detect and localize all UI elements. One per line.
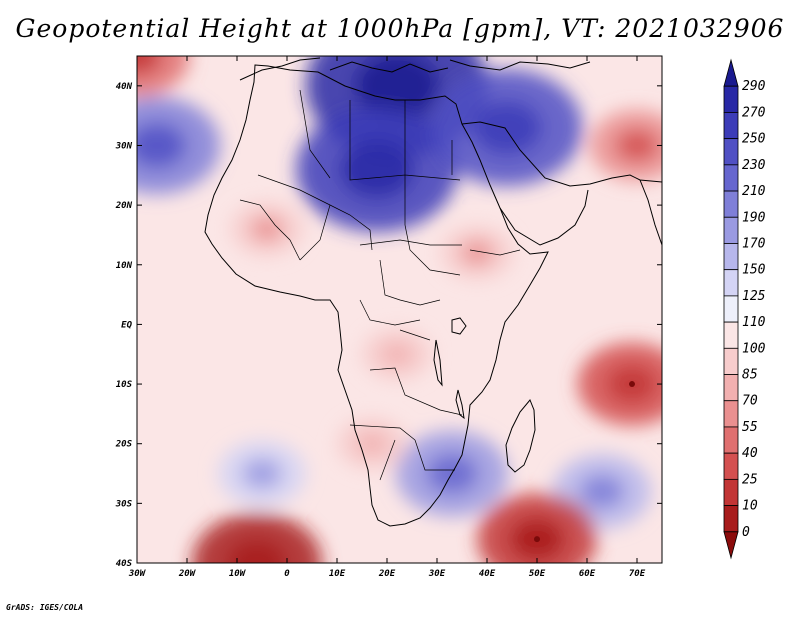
colorbar-label-85: 85	[742, 368, 758, 383]
low-southwest-of-cape	[192, 513, 322, 563]
colorbar-label-290: 290	[742, 79, 766, 94]
colorbar-swatch	[723, 426, 739, 454]
low-over-central-africa-core	[381, 342, 413, 367]
high-over-southwest-indian-ocean-core	[579, 474, 625, 509]
colorbar-label-70: 70	[742, 394, 758, 409]
low-southwest-of-cape-core	[227, 540, 287, 563]
grads-credit: GrADS: IGES/COLA	[6, 603, 84, 612]
lon-label-20E: 20E	[378, 569, 396, 579]
low-southeast-of-madagascar-eye	[534, 536, 540, 543]
colorbar-swatch	[723, 321, 739, 349]
colorbar-label-0: 0	[742, 525, 750, 540]
lon-label-10W: 10W	[229, 569, 247, 579]
colorbar-label-110: 110	[742, 315, 766, 330]
lon-label-0: 0	[284, 569, 290, 579]
lat-label-40S: 40S	[116, 559, 133, 569]
lat-label-10S: 10S	[116, 380, 133, 390]
lon-label-30E: 30E	[428, 569, 446, 579]
lon-label-30W: 30W	[128, 569, 147, 579]
colorbar-label-40: 40	[742, 446, 758, 461]
lat-label-30S: 30S	[115, 499, 133, 509]
country-borders	[239, 89, 521, 481]
europe-coastline	[239, 57, 591, 81]
colorbar-label-210: 210	[742, 184, 766, 199]
high-over-north-atlantic-core	[137, 123, 186, 168]
low-over-pakistan-core	[615, 129, 659, 162]
low-northwest-atlantic-corner-core	[137, 56, 161, 75]
lake-tanganyika	[433, 339, 443, 387]
madagascar-coastline	[505, 399, 536, 473]
lat-label-30N: 30N	[115, 141, 133, 151]
colorbar-label-190: 190	[742, 210, 766, 225]
colorbar-label-25: 25	[742, 472, 758, 487]
map-title: Geopotential Height at 1000hPa [gpm], VT…	[15, 14, 785, 43]
plot-area	[137, 56, 662, 563]
border-lines	[239, 89, 521, 481]
colorbar-swatch	[723, 505, 739, 533]
colorbar-label-125: 125	[742, 289, 766, 304]
colorbar-label-55: 55	[742, 420, 758, 435]
lon-label-60E: 60E	[579, 569, 596, 579]
colorbar-label-100: 100	[742, 341, 766, 356]
lat-label-40N: 40N	[116, 82, 133, 92]
lon-label-10E: 10E	[329, 569, 346, 579]
colorbar-swatch	[723, 243, 739, 271]
map-axes: 30W 20W 10W 0 10E 20E 30E 40E 50E 60E 70E 40N 30N 20N…	[115, 56, 662, 579]
india-coastline	[639, 179, 662, 246]
colorbar-swatch	[723, 112, 739, 140]
colorbar-swatch	[723, 216, 739, 244]
low-over-sahel-core	[250, 216, 284, 242]
colorbar-label-270: 270	[742, 105, 766, 120]
colorbar-swatch	[723, 269, 739, 297]
colorbar-label-230: 230	[742, 158, 766, 173]
colorbar-label-10: 10	[742, 499, 758, 514]
lon-label-50E: 50E	[529, 569, 546, 579]
lon-label-70E: 70E	[629, 569, 646, 579]
colorbar-bottom-arrow	[723, 531, 739, 560]
coastlines	[204, 57, 662, 527]
colorbar-swatch	[723, 347, 739, 375]
arabia-coastline	[461, 121, 662, 246]
colorbar-swatch	[723, 85, 739, 113]
lat-label-20S: 20S	[115, 440, 133, 450]
lat-label-10N: 10N	[116, 261, 133, 271]
africa-coastline	[204, 64, 549, 527]
colorbar: 2902702502302101901701501251101008570554…	[723, 58, 766, 560]
high-over-north-africa-mediterranean-core	[355, 56, 439, 118]
colorbar-label-170: 170	[742, 236, 766, 251]
lon-label-20W: 20W	[178, 569, 197, 579]
low-indian-ocean-cyclone-eye	[629, 381, 635, 388]
high-over-libya-egypt-core	[340, 141, 414, 198]
high-over-south-atlantic-core	[242, 458, 282, 489]
colorbar-swatch	[723, 478, 739, 506]
colorbar-swatch	[723, 295, 739, 323]
low-over-angola-namibia-core	[356, 431, 388, 456]
colorbar-swatch	[723, 164, 739, 192]
colorbar-swatch	[723, 400, 739, 428]
lon-label-40E: 40E	[479, 569, 496, 579]
lake-victoria	[451, 317, 467, 335]
plot-frame	[136, 55, 663, 564]
high-over-arabia-core	[473, 101, 541, 154]
lat-label-EQ: EQ	[121, 320, 132, 330]
colorbar-swatch	[723, 452, 739, 480]
colorbar-label-150: 150	[742, 263, 766, 278]
lake-malawi	[455, 389, 465, 420]
cyclone-markers	[534, 381, 635, 543]
low-over-sudan-ethiopia-core	[460, 240, 494, 266]
colorbar-label-250: 250	[742, 132, 766, 147]
lat-label-20N: 20N	[115, 201, 133, 211]
height-field	[137, 56, 662, 563]
colorbar-swatch	[723, 190, 739, 218]
colorbar-swatch	[723, 374, 739, 402]
colorbar-swatch	[723, 138, 739, 166]
colorbar-top-arrow	[723, 58, 739, 87]
